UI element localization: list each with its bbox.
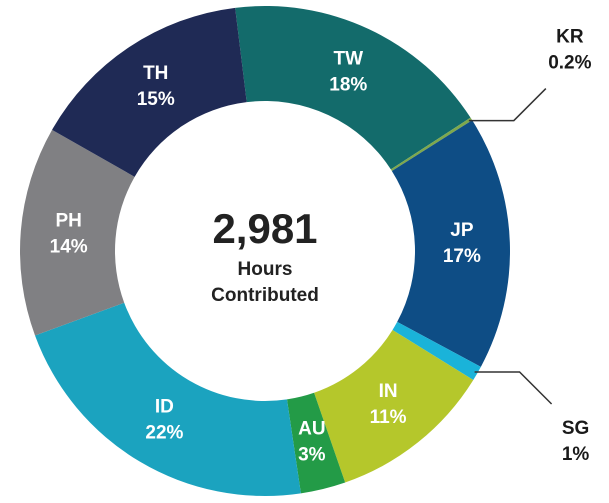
slice-value: 18%	[329, 74, 367, 95]
slice-value: 17%	[443, 246, 481, 267]
slice-value: 22%	[145, 422, 183, 443]
slice	[390, 117, 473, 171]
slice-label: ID	[155, 396, 174, 417]
slice	[19, 129, 135, 336]
total-caption: Contributed	[211, 285, 319, 306]
slice	[35, 302, 301, 496]
slice	[286, 392, 346, 494]
leader-line	[474, 371, 553, 405]
slice-label: KR	[556, 27, 584, 48]
slice-label: TW	[334, 48, 364, 69]
slice-value: 15%	[137, 89, 175, 110]
slice-value: 3%	[298, 444, 326, 465]
slice-value: 11%	[370, 407, 407, 428]
total-value: 2,981	[212, 205, 317, 252]
total-caption: Hours	[238, 259, 293, 280]
slice-label: JP	[450, 220, 474, 241]
slice-label: SG	[562, 418, 589, 439]
slice	[235, 5, 471, 170]
slice-label: IN	[379, 381, 398, 402]
slice-label: AU	[298, 418, 325, 439]
leader-line	[468, 88, 547, 122]
slice	[391, 120, 510, 367]
slice-value: 14%	[50, 237, 88, 258]
slice-value: 1%	[562, 444, 590, 465]
slice-value: 0.2%	[548, 53, 591, 74]
slice-label: PH	[55, 211, 81, 232]
slice	[52, 7, 247, 177]
slice-label: TH	[143, 63, 168, 84]
slice	[314, 329, 474, 483]
slice	[392, 321, 481, 381]
